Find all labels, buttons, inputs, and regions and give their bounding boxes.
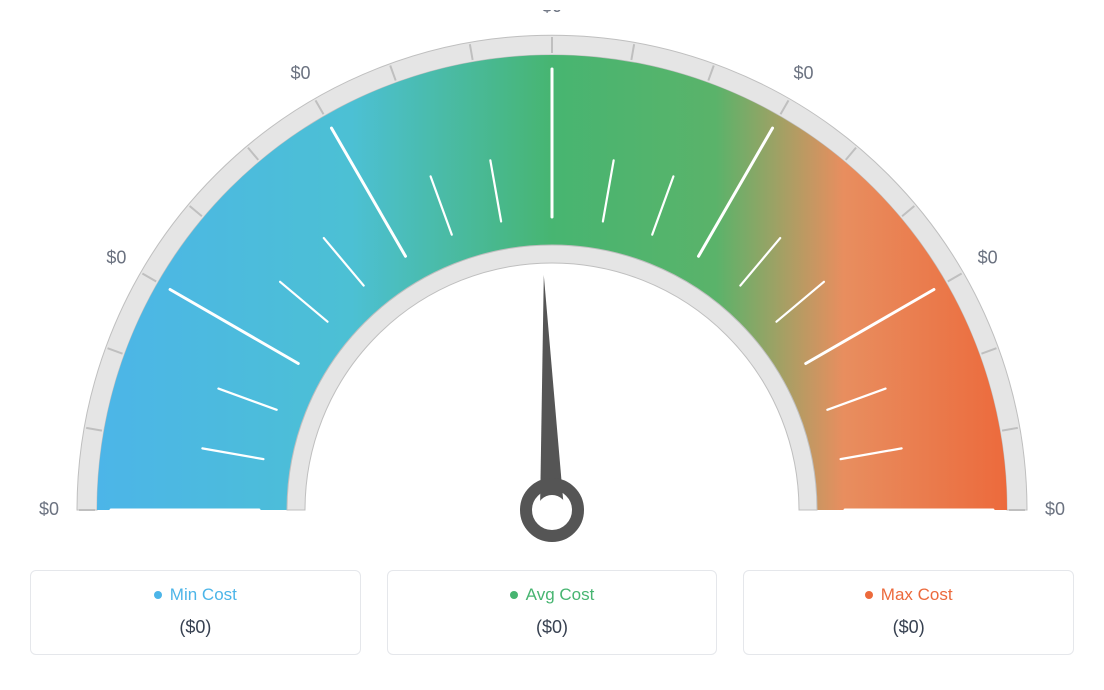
legend-label-wrap: Max Cost [865, 585, 953, 605]
legend-label-wrap: Avg Cost [510, 585, 595, 605]
gauge-tick-label: $0 [290, 63, 310, 83]
legend-label-max: Max Cost [881, 585, 953, 605]
gauge-tick-label: $0 [1045, 499, 1065, 519]
gauge-tick-label: $0 [39, 499, 59, 519]
legend-label-wrap: Min Cost [154, 585, 237, 605]
legend-value-avg: ($0) [398, 617, 707, 638]
legend-dot-avg [510, 591, 518, 599]
gauge-tick-label: $0 [106, 247, 126, 267]
legend-dot-max [865, 591, 873, 599]
legend-card-max: Max Cost ($0) [743, 570, 1074, 655]
legend-label-avg: Avg Cost [526, 585, 595, 605]
legend-row: Min Cost ($0) Avg Cost ($0) Max Cost ($0… [30, 570, 1074, 655]
gauge-needle-hub-inner [537, 495, 567, 525]
gauge-svg: $0 $0 $0 $0 $0 $0 $0 [30, 10, 1074, 570]
gauge-needle [540, 275, 564, 510]
gauge-area: $0 $0 $0 $0 $0 $0 $0 [30, 10, 1074, 570]
gauge-tick-label: $0 [542, 10, 562, 16]
legend-card-avg: Avg Cost ($0) [387, 570, 718, 655]
legend-label-min: Min Cost [170, 585, 237, 605]
gauge-tick-label: $0 [978, 247, 998, 267]
gauge-cost-widget: $0 $0 $0 $0 $0 $0 $0 Min Cost ($0) Avg Cost ($… [0, 0, 1104, 690]
legend-value-min: ($0) [41, 617, 350, 638]
gauge-tick-label: $0 [793, 63, 813, 83]
legend-dot-min [154, 591, 162, 599]
legend-value-max: ($0) [754, 617, 1063, 638]
legend-card-min: Min Cost ($0) [30, 570, 361, 655]
